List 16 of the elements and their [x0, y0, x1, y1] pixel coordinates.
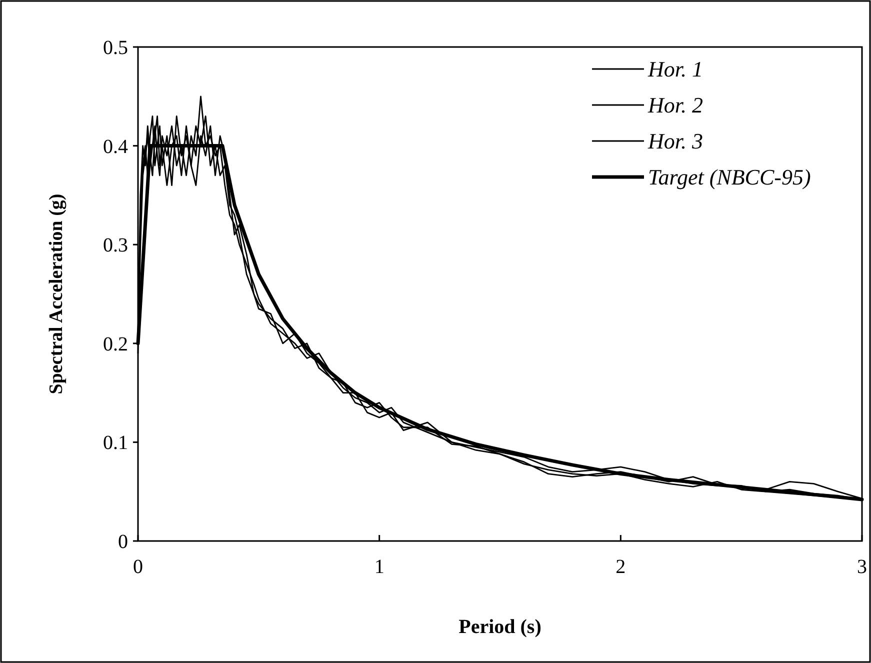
- x-tick-label: 3: [857, 556, 867, 578]
- x-tick-label: 2: [616, 556, 626, 578]
- y-tick-label: 0: [118, 531, 128, 553]
- y-tick-label: 0.5: [103, 37, 128, 59]
- y-tick-label: 0.3: [103, 234, 128, 257]
- x-tick-label: 0: [133, 556, 143, 578]
- legend-label: Hor. 1: [647, 56, 704, 82]
- y-tick-label: 0.1: [103, 432, 128, 454]
- y-tick-label: 0.2: [103, 333, 128, 356]
- y-tick-label: 0.4: [103, 136, 128, 158]
- y-axis-title: Spectral Acceleration (g): [46, 194, 67, 394]
- legend-label: Target (NBCC-95): [648, 164, 811, 190]
- x-tick-label: 1: [374, 556, 384, 578]
- legend-label: Hor. 2: [647, 92, 704, 118]
- x-axis-title: Period (s): [458, 616, 542, 638]
- legend-label: Hor. 3: [647, 128, 704, 154]
